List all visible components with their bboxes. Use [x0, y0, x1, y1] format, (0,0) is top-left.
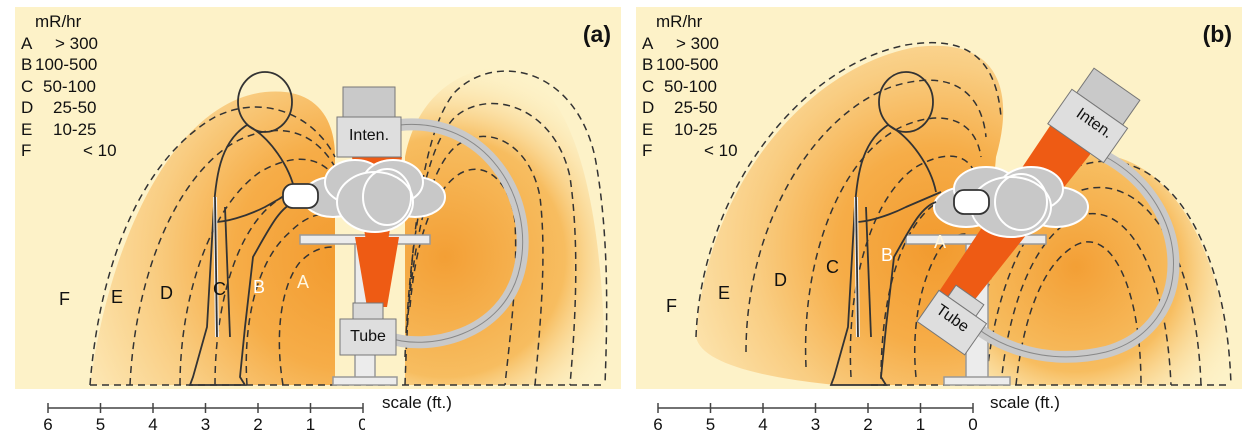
legend-row-b: B 100-500 — [642, 54, 738, 76]
legend-key: E — [21, 119, 33, 139]
legend-key: D — [21, 98, 34, 117]
zone-label-d: D — [160, 283, 173, 303]
zone-label-f: F — [59, 289, 70, 309]
legend-value: 25-50 — [674, 98, 718, 117]
scale-a: 6 5 4 3 2 1 0 scale (ft.) — [35, 393, 452, 433]
panel-b: mR/hr A > 300 B 100-500 C 50-100 D 25-50 E 10… — [636, 7, 1242, 389]
legend-value: 10-25 — [53, 119, 97, 139]
scale-tick-label: 4 — [148, 415, 157, 433]
scale-bar: 6 5 4 3 2 1 0 — [43, 403, 365, 433]
scale-bar: 6 5 4 3 2 1 0 — [653, 403, 978, 433]
scale-tick-label: 1 — [916, 415, 925, 433]
zone-label-b: B — [253, 277, 266, 297]
legend-row-d: D 25-50 — [642, 97, 738, 119]
scale-tick-label: 1 — [306, 415, 315, 433]
legend-row-f: F < 10 — [21, 140, 117, 162]
scale-tick-label: 3 — [811, 415, 820, 433]
panel-a-diagram — [15, 7, 621, 389]
tube-label: Tube — [350, 328, 386, 345]
legend-row-a: A > 300 — [21, 33, 117, 55]
legend-key: C — [642, 76, 655, 96]
operator-figure — [188, 71, 319, 386]
legend-row-c: C 50-100 — [21, 76, 117, 98]
legend-units: mR/hr — [656, 12, 703, 31]
scale-tick-label: 5 — [706, 415, 715, 433]
scale-tick-label: 3 — [201, 415, 210, 433]
dose-field-right — [405, 67, 605, 385]
zone-label-b: B — [881, 245, 894, 265]
zone-label-c: C — [826, 257, 839, 277]
legend-value: < 10 — [83, 141, 117, 160]
legend-units: mR/hr — [35, 12, 82, 31]
zone-label-c: C — [213, 279, 226, 299]
scale-tick-label: 2 — [863, 415, 872, 433]
panel-b-diagram — [636, 7, 1242, 389]
patient — [302, 159, 446, 233]
legend-key: E — [642, 119, 654, 139]
legend-value: 10-25 — [674, 119, 718, 139]
zone-label-a: A — [934, 232, 947, 252]
zone-label-e: E — [718, 283, 731, 303]
legend-row-d: D 25-50 — [21, 97, 117, 119]
scale-title: scale (ft.) — [990, 393, 1060, 412]
legend: mR/hr A > 300 B 100-500 C 50-100 D 25-50 E 10… — [642, 11, 738, 162]
legend: mR/hr A > 300 B 100-500 C 50-100 D 25-50 E 10… — [21, 11, 117, 162]
operator-figure — [829, 71, 990, 386]
legend-value: > 300 — [55, 33, 99, 53]
legend-value: 50-100 — [664, 76, 717, 96]
legend-key: B — [21, 55, 33, 74]
scale-tick-label: 0 — [358, 415, 365, 433]
scale-tick-label: 5 — [96, 415, 105, 433]
panel-label: (b) — [1202, 21, 1232, 47]
zone-label-d: D — [774, 270, 787, 290]
scale-tick-label: 0 — [968, 415, 977, 433]
image-intensifier — [336, 86, 402, 158]
legend-value: > 300 — [676, 33, 720, 53]
legend-key: A — [21, 33, 33, 53]
legend-key: B — [642, 55, 654, 74]
legend-value: < 10 — [704, 141, 738, 160]
legend-row-f: F < 10 — [642, 140, 738, 162]
legend-row-a: A > 300 — [642, 33, 738, 55]
legend-value: 50-100 — [43, 76, 96, 96]
scale-tick-label: 2 — [253, 415, 262, 433]
legend-key: D — [642, 98, 655, 117]
intensifier-label: Inten. — [348, 127, 390, 144]
zone-label-a: A — [297, 272, 310, 292]
zone-label-e: E — [111, 287, 124, 307]
legend-value: 25-50 — [53, 98, 97, 117]
panel-label: (a) — [582, 21, 611, 47]
legend-key: C — [21, 76, 34, 96]
scale-b: 6 5 4 3 2 1 0 scale (ft.) — [650, 393, 1060, 433]
legend-row-e: E 10-25 — [642, 119, 738, 141]
legend-key: F — [21, 141, 32, 160]
legend-value: 100-500 — [35, 55, 98, 74]
dose-field-left — [696, 45, 1004, 385]
legend-key: F — [642, 141, 653, 160]
scale-tick-label: 4 — [758, 415, 767, 433]
panel-a: mR/hr A > 300 B 100-500 C 50-100 D 25-50 E 10… — [15, 7, 621, 389]
legend-row-c: C 50-100 — [642, 76, 738, 98]
scale-title: scale (ft.) — [382, 393, 452, 412]
legend-value: 100-500 — [656, 55, 719, 74]
legend-row-b: B 100-500 — [21, 54, 117, 76]
scale-tick-label: 6 — [43, 415, 52, 433]
x-ray-tube — [339, 302, 397, 356]
zone-label-f: F — [666, 296, 677, 316]
legend-row-e: E 10-25 — [21, 119, 117, 141]
image-intensifier — [1047, 67, 1141, 164]
x-ray-tube — [916, 284, 988, 356]
scale-tick-label: 6 — [653, 415, 662, 433]
legend-key: A — [642, 33, 654, 53]
